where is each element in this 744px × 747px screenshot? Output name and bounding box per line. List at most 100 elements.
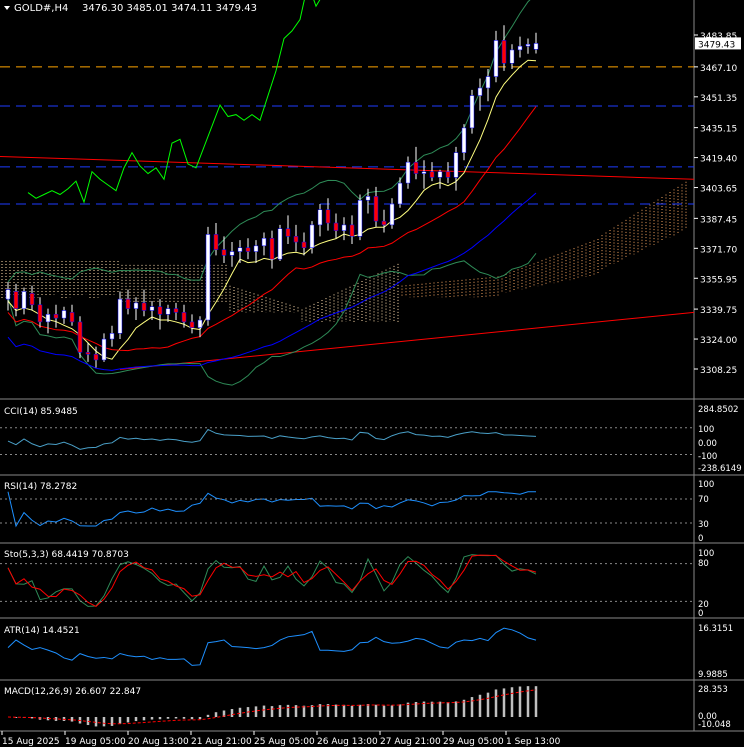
symbol-menu-icon[interactable] [4, 6, 10, 10]
candle-body [53, 314, 59, 319]
price-tick-label: 3467.10 [700, 64, 737, 74]
rsi-label: RSI(14) 78.2782 [4, 482, 77, 492]
price-tick-label: 3308.25 [700, 366, 737, 376]
candle [485, 68, 491, 102]
candle [45, 308, 51, 334]
candle-body [469, 95, 475, 129]
candle [173, 302, 179, 321]
price-tick-label: 3403.65 [700, 185, 737, 195]
ohlc-readout: 3476.30 3485.01 3474.11 3479.43 [82, 3, 257, 14]
pane-frames [0, 0, 744, 732]
candle-body [517, 45, 523, 51]
macd-tick-min: -10.048 [698, 720, 731, 730]
candle [349, 215, 355, 244]
macd-tick-max: 28.353 [698, 685, 728, 695]
candle [285, 215, 291, 244]
candle [237, 240, 243, 263]
candle-body [405, 161, 411, 184]
candle [389, 198, 395, 229]
candle [37, 297, 43, 328]
current-price-box [695, 37, 741, 50]
candle-body [221, 249, 227, 256]
price-tick-label: 3435.15 [700, 125, 737, 135]
sto-label: Sto(5,3,3) 68.4419 70.8703 [4, 550, 129, 560]
time-tick-label: 25 Aug 05:00 [254, 737, 315, 747]
candle-body [45, 314, 51, 323]
sto-tick-0: 0 [698, 609, 703, 619]
baseline-ma [7, 192, 537, 371]
cci-line [7, 428, 537, 450]
time-tick-label: 27 Aug 21:00 [380, 737, 441, 747]
candle [477, 78, 483, 111]
candle [125, 289, 131, 315]
support-trendline [119, 311, 694, 370]
candle [189, 314, 195, 334]
candle [77, 316, 83, 359]
candle-body [29, 293, 35, 306]
price-tick-label: 3387.45 [700, 215, 737, 225]
cci-tick-100: 100 [698, 425, 714, 435]
candle-body [333, 222, 339, 231]
candle [429, 162, 435, 182]
candle [93, 346, 99, 368]
candle-body [429, 171, 435, 178]
candle-body [373, 196, 379, 222]
symbol-label: GOLD#,H4 [14, 3, 68, 14]
candle-body [413, 161, 419, 174]
candle-body [301, 241, 307, 248]
candle [149, 301, 155, 321]
atr-label: ATR(14) 14.4521 [4, 626, 80, 636]
candle [29, 285, 35, 311]
candle [493, 30, 499, 83]
time-axis: 15 Aug 2025 19 Aug 05:00 20 Aug 13:00 21 Au… [1, 731, 561, 747]
candle-body [229, 251, 235, 256]
candle [181, 304, 187, 328]
sto-tick-20: 20 [698, 600, 709, 610]
candle [69, 304, 75, 326]
time-tick-label: 26 Aug 13:00 [317, 737, 378, 747]
candle-body [157, 306, 163, 315]
macd-tick-0: 0.00 [698, 712, 717, 722]
candle [405, 156, 411, 189]
macd-signal-line [7, 689, 537, 725]
sto-signal-line [7, 554, 537, 608]
price-tick-label: 3451.35 [700, 94, 737, 104]
cci-tick-neg100: -100 [698, 452, 717, 462]
candle-body [365, 196, 371, 201]
candle-body [509, 49, 515, 64]
candle-body [109, 333, 115, 340]
candle-body [117, 298, 123, 334]
candle [205, 226, 211, 326]
candle [53, 304, 59, 328]
candle-body [325, 209, 331, 224]
price-tick-label: 3355.95 [700, 275, 737, 285]
candle-body [189, 321, 195, 328]
candle [21, 287, 27, 315]
price-tick-label: 3483.85 [700, 32, 737, 42]
candle-body [69, 312, 75, 323]
time-tick-label: 20 Aug 13:00 [128, 737, 189, 747]
candle [5, 281, 11, 311]
candle-body [13, 291, 19, 309]
rsi-tick-30: 30 [698, 520, 709, 530]
rsi-line [7, 491, 536, 528]
candle-body [5, 289, 11, 300]
candle-body [293, 236, 299, 243]
candle [525, 38, 531, 54]
time-tick-label: 1 Sep 13:00 [506, 737, 561, 747]
candle-body [253, 245, 259, 252]
candle-body [61, 310, 67, 319]
current-price-label: 3479.43 [698, 40, 735, 50]
candle-body [445, 171, 451, 178]
candle-body [237, 247, 243, 252]
candle [341, 217, 347, 241]
candle [269, 230, 275, 269]
candle-body [93, 354, 99, 361]
time-tick-label: 15 Aug 2025 [2, 737, 60, 747]
candle [317, 203, 323, 237]
candle [61, 306, 67, 324]
price-tick-label: 3324.00 [700, 336, 737, 346]
candle [533, 32, 539, 54]
candle [461, 124, 467, 161]
